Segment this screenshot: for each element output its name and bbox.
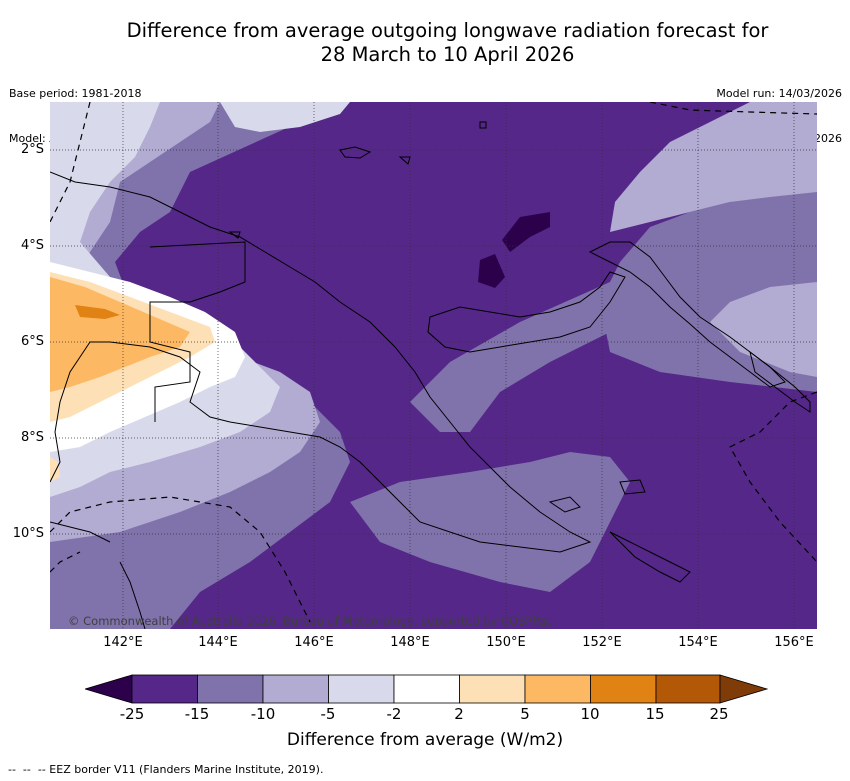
colorbar-seg-5	[393, 674, 460, 704]
eez-border-west	[50, 102, 91, 223]
lat-label-10s: 10°S	[12, 526, 44, 541]
colorbar-title: Difference from average (W/m2)	[286, 730, 564, 750]
colorbar-tick-15: 15	[645, 705, 665, 723]
lon-label-142e: 142°E	[103, 635, 143, 650]
australia-coastline	[50, 521, 146, 629]
eez-borders	[50, 102, 817, 623]
chart-title-line2: 28 March to 10 April 2026	[320, 43, 575, 66]
colorbar-seg-7	[524, 674, 591, 704]
anomaly-field-slight-negative-north	[220, 102, 350, 132]
anomaly-field-moderate-positive	[50, 277, 190, 392]
eez-border-south	[50, 496, 311, 623]
colorbar-tick-neg15: -15	[184, 705, 210, 723]
new-ireland-coastline	[588, 241, 786, 388]
eez-border-north	[649, 102, 817, 115]
colorbar-seg-1	[131, 674, 198, 704]
base-period-text: Base period: 1981-2018	[9, 87, 142, 100]
lon-label-148e: 148°E	[390, 635, 430, 650]
north-islands	[228, 121, 487, 239]
colorbar-seg-2	[197, 674, 264, 704]
colorbar-seg-3	[262, 674, 329, 704]
lon-label-152e: 152°E	[582, 635, 622, 650]
colorbar-seg-8	[590, 674, 657, 704]
colorbar-seg-9	[655, 674, 721, 704]
manus-coastline	[339, 146, 372, 159]
map-svg	[50, 102, 817, 629]
colorbar-extend-high	[719, 674, 768, 704]
anomaly-field-extreme-negative	[502, 212, 550, 252]
anomaly-field-medium-negative-center	[410, 262, 650, 432]
colorbar-tick-neg10: -10	[250, 705, 276, 723]
louisiade-islands	[609, 531, 691, 583]
colorbar-tick-neg2: -2	[386, 705, 402, 723]
lon-label-150e: 150°E	[486, 635, 526, 650]
lat-label-8s: 8°S	[20, 430, 44, 445]
colorbar-tick-25: 25	[709, 705, 729, 723]
colorbar-tick-neg5: -5	[320, 705, 336, 723]
lon-label-144e: 144°E	[198, 635, 238, 650]
model-run-text: Model run: 14/03/2026	[716, 87, 842, 100]
eez-border-east	[729, 391, 817, 563]
anomaly-field-light-negative-ne	[610, 102, 817, 232]
chart-title-line1: Difference from average outgoing longwav…	[126, 19, 769, 42]
lat-label-2s: 2°S	[20, 142, 44, 157]
province-borders	[149, 241, 246, 422]
colorbar-extend-low	[85, 674, 133, 704]
colorbar-tick-2: 2	[454, 705, 464, 723]
colorbar-tick-10: 10	[580, 705, 600, 723]
colorbar-tick-5: 5	[520, 705, 530, 723]
new-guinea-coastline	[50, 171, 592, 553]
bougainville-coastline	[749, 350, 811, 413]
lon-label-146e: 146°E	[294, 635, 334, 650]
copyright-notice: © Commonwealth of Australia 2026, Bureau…	[68, 614, 553, 628]
colorbar-seg-6	[459, 674, 526, 704]
anomaly-field-medium-negative-south	[350, 452, 630, 592]
d-entrecasteaux-islands	[548, 479, 646, 513]
anomaly-field-strong-positive	[75, 305, 120, 319]
lat-label-6s: 6°S	[20, 334, 44, 349]
eez-footnote: -- -- -- EEZ border V11 (Flanders Marine…	[8, 763, 324, 776]
new-britain-coastline	[427, 271, 626, 353]
anomaly-field-light-negative-east	[710, 282, 817, 377]
colorbar-seg-4	[328, 674, 395, 704]
lon-label-156e: 156°E	[774, 635, 814, 650]
coastlines	[50, 121, 811, 629]
eez-border-sw	[50, 551, 81, 573]
anomaly-field-slight-positive-south	[50, 457, 60, 482]
lon-label-154e: 154°E	[678, 635, 718, 650]
lat-label-4s: 4°S	[20, 238, 44, 253]
colorbar-tick-neg25: -25	[119, 705, 145, 723]
map-panel	[50, 102, 817, 629]
chart-title: Difference from average outgoing longwav…	[60, 19, 835, 67]
colorbar	[85, 674, 768, 704]
anomaly-field-extreme-negative-2	[478, 254, 505, 288]
